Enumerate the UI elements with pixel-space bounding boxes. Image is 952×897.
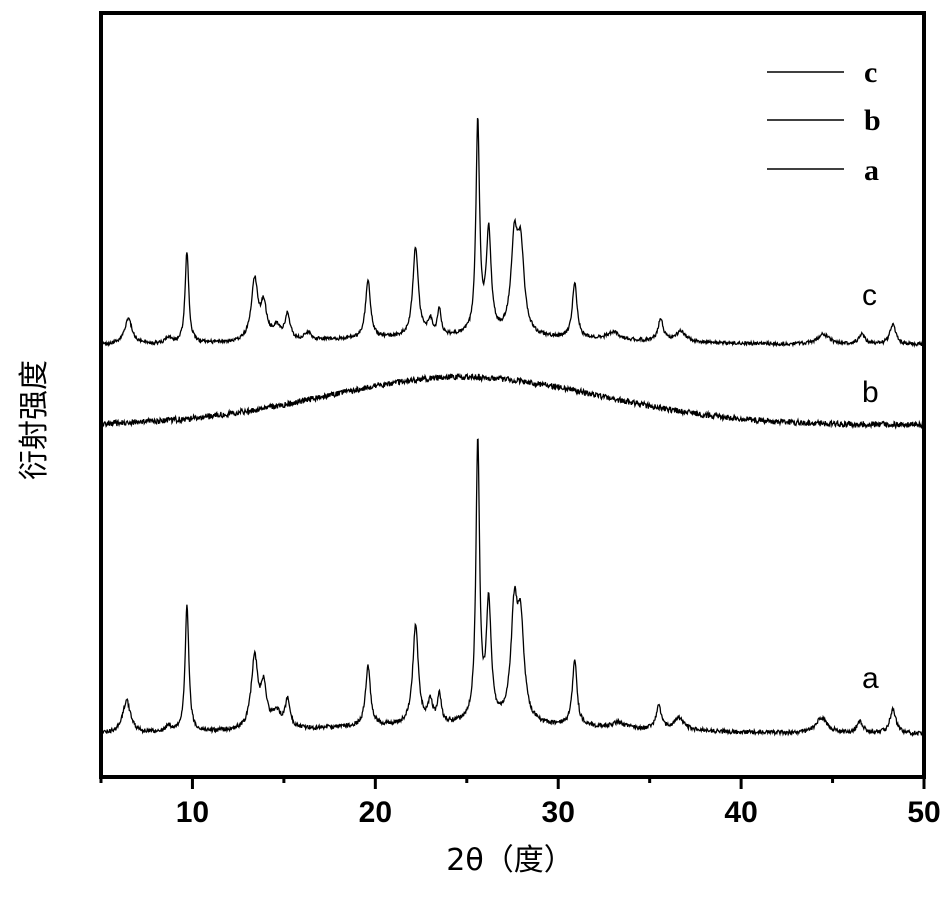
series-line-a: [100, 438, 925, 738]
curve-label-c: c: [862, 279, 877, 312]
legend-label-b: b: [864, 104, 881, 137]
series-line-b: [100, 372, 925, 430]
legend-label-a: a: [864, 154, 879, 187]
series-lines: [100, 117, 925, 738]
x-tick-label-30: 30: [542, 796, 575, 829]
legend: c b a: [767, 56, 881, 187]
curve-label-a: a: [862, 662, 879, 695]
curve-label-b: b: [862, 376, 879, 409]
x-tick-label-10: 10: [176, 796, 209, 829]
plot-frame: [99, 11, 926, 779]
series-line-c: [100, 117, 925, 348]
x-ticks: 10 20 30 40 50: [99, 777, 941, 829]
x-tick-label-40: 40: [724, 796, 757, 829]
x-tick-label-20: 20: [359, 796, 392, 829]
x-tick-label-50: 50: [907, 796, 940, 829]
y-axis-title: 衍射强度: [17, 360, 52, 480]
legend-label-c: c: [864, 56, 877, 89]
x-axis-title: 2θ（度）: [446, 843, 573, 878]
